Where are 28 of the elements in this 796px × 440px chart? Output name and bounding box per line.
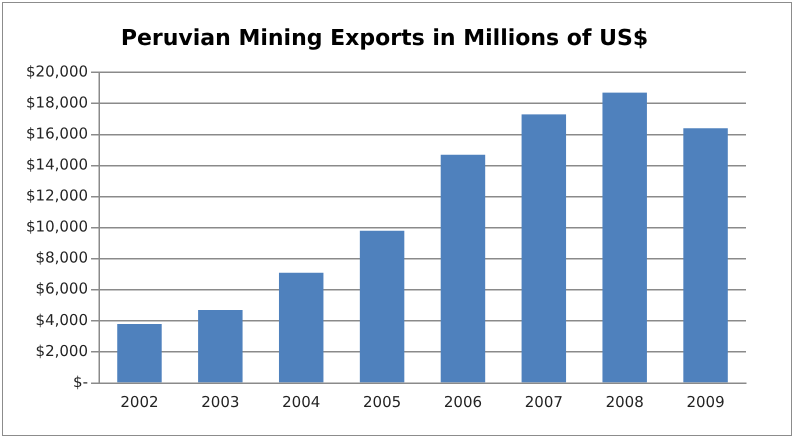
bar <box>602 92 647 382</box>
bar <box>198 310 243 382</box>
x-tick-label: 2007 <box>524 392 563 411</box>
bar <box>278 272 324 382</box>
bar <box>117 324 162 382</box>
y-tick-label: $2,000 <box>36 342 88 360</box>
y-tick-label: $10,000 <box>26 218 88 236</box>
y-tick-label: $- <box>73 372 88 391</box>
x-tick-label: 2003 <box>201 392 240 411</box>
bar <box>683 128 728 382</box>
x-tick-label: 2008 <box>606 392 644 411</box>
y-tick-label: $6,000 <box>36 280 88 298</box>
chart-title: Peruvian Mining Exports in Millions of US$ <box>120 26 648 51</box>
y-tick-label: $12,000 <box>26 186 88 205</box>
bar <box>360 230 404 382</box>
x-tick-label: 2005 <box>362 392 402 411</box>
y-tick-label: $14,000 <box>26 155 88 174</box>
x-tick-label: 2002 <box>120 392 159 411</box>
y-tick-label: $18,000 <box>26 93 88 112</box>
bar <box>440 154 486 382</box>
x-tick-label: 2004 <box>282 392 320 411</box>
y-tick-label: $16,000 <box>26 124 88 142</box>
y-tick-label: $4,000 <box>36 310 88 329</box>
y-tick-label: $20,000 <box>26 62 88 80</box>
y-tick-label: $8,000 <box>36 248 88 267</box>
x-tick-label: 2009 <box>686 392 725 411</box>
x-tick-label: 2006 <box>444 392 482 411</box>
bar <box>522 114 566 382</box>
